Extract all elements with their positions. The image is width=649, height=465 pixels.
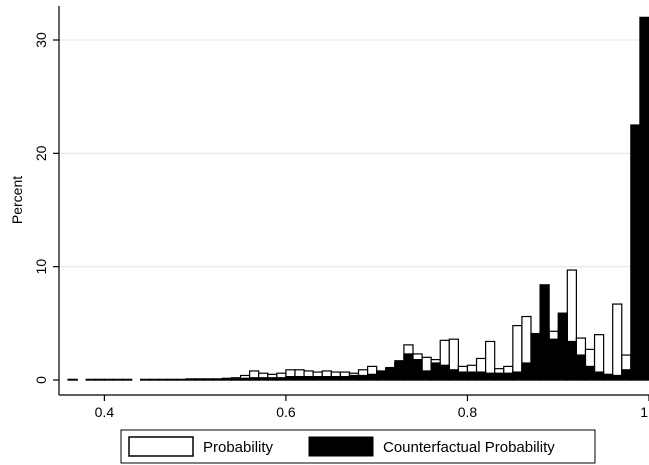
x-tick-label-0: 0.4	[95, 404, 115, 420]
bar-series1-bin-7	[121, 378, 133, 381]
bar-series0-bin-61	[612, 303, 623, 381]
x-ticks: 0.4 0.6 0.8 1	[95, 395, 649, 420]
x-tick-label-1: 0.6	[276, 404, 296, 420]
bar-series1-bin-25	[285, 376, 296, 381]
x-tick-label-2: 0.8	[458, 404, 478, 420]
bar-series1-bin-27	[303, 376, 314, 381]
y-tick-label-3: 30	[33, 32, 49, 48]
bar-series1-bin-57	[575, 354, 587, 381]
bar-series1-bin-30	[330, 376, 341, 381]
y-tick-label-2: 20	[33, 145, 49, 161]
bar-series1-bin-11	[158, 378, 169, 381]
bar-series1-bin-48	[494, 372, 505, 381]
bar-series1-bin-24	[276, 377, 287, 381]
bar-series1-bin-60	[603, 373, 614, 381]
bar-series1-bin-43	[448, 369, 459, 381]
bar-series1-bin-20	[239, 377, 251, 381]
bar-series1-bin-19	[230, 378, 242, 381]
bar-series1-bin-62	[621, 369, 632, 381]
bar-series1-bin-53	[539, 284, 550, 381]
y-ticks: 0 10 20 30	[33, 32, 59, 384]
bar-series1-bin-29	[321, 376, 332, 381]
bar-series1-bin-16	[203, 378, 214, 381]
legend-box	[120, 429, 596, 464]
counterfactual-bars	[67, 16, 649, 381]
bar-series1-bin-59	[593, 371, 605, 381]
bar-series1-bin-33	[357, 374, 369, 381]
bar-series1-bin-39	[412, 359, 423, 381]
bar-series1-bin-5	[103, 378, 115, 381]
legend-swatch-probability	[128, 436, 194, 457]
y-axis-title: Percent	[9, 176, 25, 224]
bar-series1-bin-34	[367, 373, 378, 381]
bar-series1-bin-21	[249, 377, 260, 381]
gridlines	[59, 39, 649, 268]
bar-series1-bin-31	[339, 376, 351, 381]
bar-series1-bin-14	[185, 378, 196, 381]
bar-series1-bin-42	[439, 364, 450, 381]
bar-series1-bin-58	[584, 365, 596, 381]
bar-series1-bin-22	[258, 377, 269, 381]
bar-series1-bin-47	[485, 372, 496, 381]
y-tick-label-1: 10	[33, 259, 49, 275]
bar-series1-bin-36	[385, 366, 396, 381]
bar-series1-bin-10	[149, 378, 160, 381]
legend: Probability Counterfactual Probability	[120, 429, 596, 464]
bar-series1-bin-9	[140, 378, 151, 381]
bar-series1-bin-63	[630, 124, 641, 381]
bar-series1-bin-54	[548, 338, 559, 381]
bar-series1-bin-55	[557, 312, 568, 381]
bar-series1-bin-1	[67, 378, 78, 381]
bar-series1-bin-46	[475, 371, 487, 381]
legend-swatch-counterfactual	[308, 436, 374, 457]
bar-series1-bin-17	[212, 378, 223, 381]
bar-series1-bin-26	[294, 376, 305, 381]
bar-series1-bin-18	[221, 378, 233, 381]
bar-series1-bin-64	[639, 16, 649, 381]
bar-series1-bin-38	[403, 353, 414, 381]
bar-series1-bin-52	[530, 332, 541, 381]
legend-label-counterfactual: Counterfactual Probability	[383, 439, 555, 456]
bar-series1-bin-28	[312, 376, 323, 381]
bar-series1-bin-4	[94, 378, 105, 381]
bar-series1-bin-32	[348, 374, 360, 381]
bar-series1-bin-61	[612, 374, 623, 381]
bar-series1-bin-45	[466, 371, 478, 381]
bar-series1-bin-3	[85, 378, 96, 381]
bar-series1-bin-13	[176, 378, 187, 381]
bar-series1-bin-50	[512, 371, 523, 381]
bar-series1-bin-41	[430, 362, 441, 381]
bar-series1-bin-6	[112, 378, 124, 381]
bar-series1-bin-44	[457, 371, 469, 381]
x-tick-label-3: 1	[640, 404, 648, 420]
legend-label-probability: Probability	[203, 439, 274, 456]
bar-series1-bin-40	[421, 370, 432, 381]
axes: 0 10 20 30 0.4 0.6 0.8 1 Percent	[9, 6, 649, 420]
bar-series1-bin-15	[194, 378, 205, 381]
bar-series1-bin-37	[394, 360, 405, 381]
bar-series1-bin-51	[521, 362, 532, 381]
bar-series1-bin-35	[376, 371, 387, 381]
bar-series1-bin-12	[167, 378, 178, 381]
bar-series1-bin-49	[503, 372, 514, 381]
bar-series1-bin-56	[566, 340, 577, 381]
y-tick-label-0: 0	[33, 376, 49, 384]
bar-series1-bin-23	[267, 377, 278, 381]
